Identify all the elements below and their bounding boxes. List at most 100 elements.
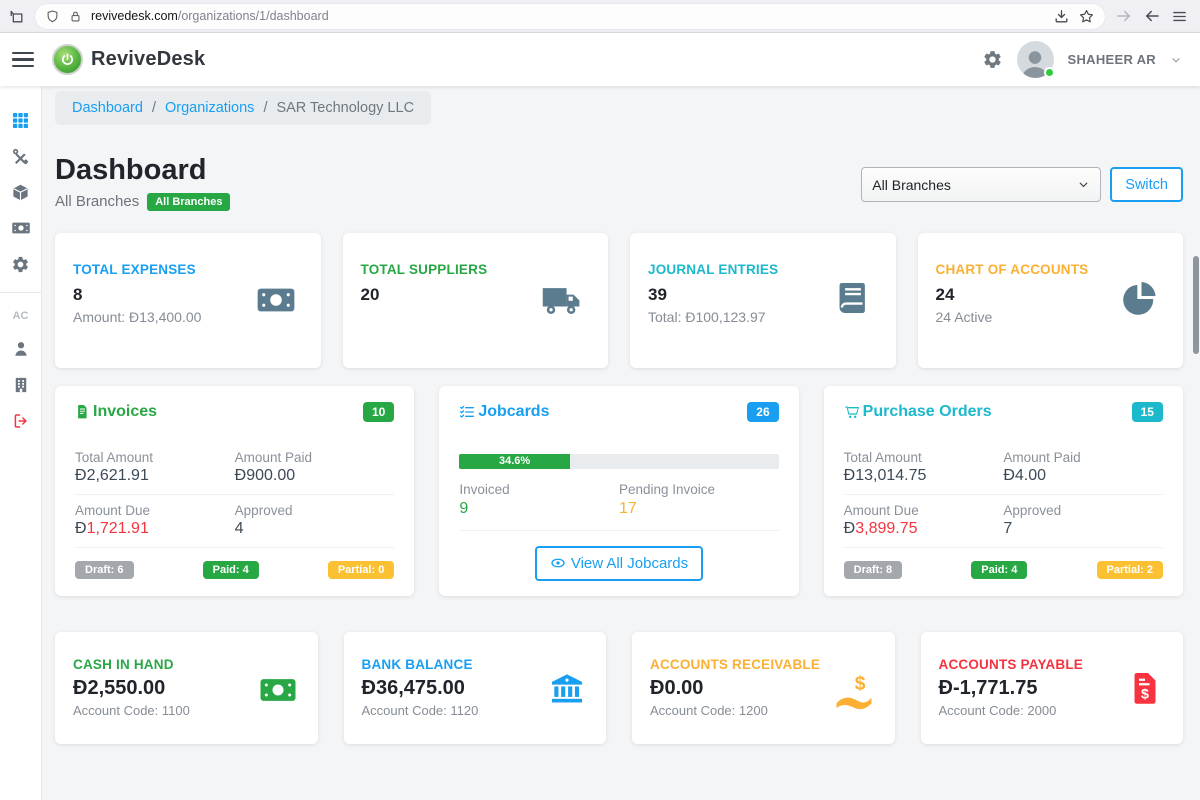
amount-due-label: Amount Due [75,502,151,518]
svg-text:$: $ [1141,686,1149,702]
sidebar-item-organizations[interactable] [0,367,41,403]
sidebar-item-settings[interactable] [0,246,41,282]
chevron-down-icon[interactable] [1170,54,1182,66]
invoiced-value: 9 [459,499,469,517]
lock-icon[interactable] [68,9,83,24]
invoice-file-icon [78,405,87,419]
breadcrumb-current: SAR Technology LLC [276,100,415,116]
card-subtitle: Account Code: 2000 [938,702,1057,718]
app-logo-power-icon[interactable] [52,44,83,75]
card-value: 39 [648,284,667,304]
organization-building-icon [15,377,26,393]
card-subtitle: Amount: Đ13,400.00 [73,308,202,325]
approved-label: Approved [1003,502,1062,518]
amount-due-value: Đ1,721.91 [75,519,149,537]
shield-icon[interactable] [45,9,60,24]
sidebar-item-inventory[interactable] [0,174,41,210]
tasklist-icon [460,405,475,418]
cash-icon [11,222,30,234]
card-title: ACCOUNTS PAYABLE [938,656,1083,672]
partial-badge: Partial: 2 [1096,560,1163,579]
user-menu[interactable]: SHAHEER AR [1067,52,1156,67]
total-amount-value: Đ13,014.75 [843,466,927,484]
avatar-image [1016,41,1054,78]
gear-icon [13,256,28,272]
back-icon[interactable] [1143,7,1161,25]
settings-gear-icon[interactable] [982,49,1003,70]
total-suppliers-card: TOTAL SUPPLIERS 20 [342,232,608,368]
branch-badge: All Branches [147,192,231,211]
card-title: TOTAL EXPENSES [73,261,196,277]
card-value: Đ36,475.00 [361,676,465,699]
switch-branch-button[interactable]: Switch [1110,167,1183,202]
pending-invoice-value: 17 [619,499,637,517]
cash-in-hand-card: CASH IN HAND Đ2,550.00 Account Code: 110… [55,631,318,744]
url-bar[interactable]: revivedesk.com/organizations/1/dashboard [35,3,1105,29]
forward-icon[interactable] [1115,7,1133,25]
jobcards-card: Jobcards 26 34.6% Invoiced 9 Pending Inv [439,385,799,596]
card-title: CHART OF ACCOUNTS [935,261,1089,277]
purchase-orders-title: Purchase Orders [844,403,992,421]
breadcrumb: Dashboard / Organizations / SAR Technolo… [55,91,432,125]
invoices-card: Invoices 10 Total Amount Đ2,621.91 Amoun… [55,385,415,596]
tools-icon [12,148,29,164]
card-value: Đ2,550.00 [73,676,166,699]
sidebar-item-dashboard[interactable] [0,102,41,138]
draft-badge: Draft: 6 [75,560,134,579]
chevron-down-icon [1077,178,1090,191]
url-host: revivedesk.com [91,9,178,23]
breadcrumb-separator: / [151,100,156,116]
page-title: Dashboard [55,154,207,186]
amount-paid-label: Amount Paid [234,449,312,465]
svg-text:$: $ [854,673,865,694]
card-value: 20 [360,284,380,304]
card-title: TOTAL SUPPLIERS [360,261,488,277]
jobcards-progress-bar: 34.6% [459,453,779,469]
card-subtitle: 24 Active [935,308,993,325]
card-title: JOURNAL ENTRIES [648,261,779,277]
pending-invoice-label: Pending Invoice [619,481,716,497]
truck-icon [540,279,584,323]
sidebar-item-tools[interactable] [0,138,41,174]
invoiced-label: Invoiced [459,481,510,497]
card-subtitle: Account Code: 1100 [73,702,190,718]
branch-select[interactable]: All Branches [861,167,1102,202]
purchase-orders-card: Purchase Orders 15 Total Amount Đ13,014.… [823,385,1183,596]
url-path: /organizations/1/dashboard [177,9,329,23]
avatar[interactable] [1016,41,1055,78]
amount-due-value: Đ3,899.75 [843,519,918,537]
firefox-view-icon[interactable] [8,8,25,25]
accounts-payable-card: ACCOUNTS PAYABLE Đ-1,771.75 Account Code… [920,631,1183,744]
approved-label: Approved [234,502,293,518]
breadcrumb-dashboard[interactable]: Dashboard [72,100,143,116]
browser-toolbar: revivedesk.com/organizations/1/dashboard [0,0,1200,33]
pie-chart-icon [1119,279,1159,319]
draft-badge: Draft: 8 [843,560,903,579]
invoices-count-badge: 10 [362,401,395,422]
card-title: BANK BALANCE [361,656,473,672]
sidebar-divider [0,292,41,293]
bank-icon [548,670,586,708]
downloads-icon[interactable] [1053,8,1070,25]
branch-subtitle: All Branches [55,193,140,211]
jobcards-title: Jobcards [459,403,549,421]
sidebar-item-expenses[interactable] [0,210,41,246]
total-amount-value: Đ2,621.91 [75,466,149,484]
page-content: Dashboard / Organizations / SAR Technolo… [42,86,1200,800]
view-all-jobcards-button[interactable]: View All Jobcards [534,545,704,581]
branch-select-value: All Branches [872,176,951,193]
sidebar-item-users[interactable] [0,331,41,367]
card-subtitle: Account Code: 1200 [650,702,768,718]
inventory-cube-icon [13,184,28,200]
user-icon [14,342,27,356]
url-text[interactable]: revivedesk.com/organizations/1/dashboard [91,9,329,23]
browser-menu-icon[interactable] [1171,8,1188,25]
total-expenses-card: TOTAL EXPENSES 8 Amount: Đ13,400.00 [55,232,321,368]
chart-of-accounts-card: CHART OF ACCOUNTS 24 24 Active [917,232,1183,368]
vertical-scrollbar[interactable] [1193,256,1199,354]
sidebar-item-logout[interactable] [0,403,41,439]
jobcards-count-badge: 26 [747,401,779,422]
breadcrumb-organizations[interactable]: Organizations [164,100,255,116]
sidebar-toggle-icon[interactable] [12,51,34,68]
bookmark-star-icon[interactable] [1078,8,1095,25]
